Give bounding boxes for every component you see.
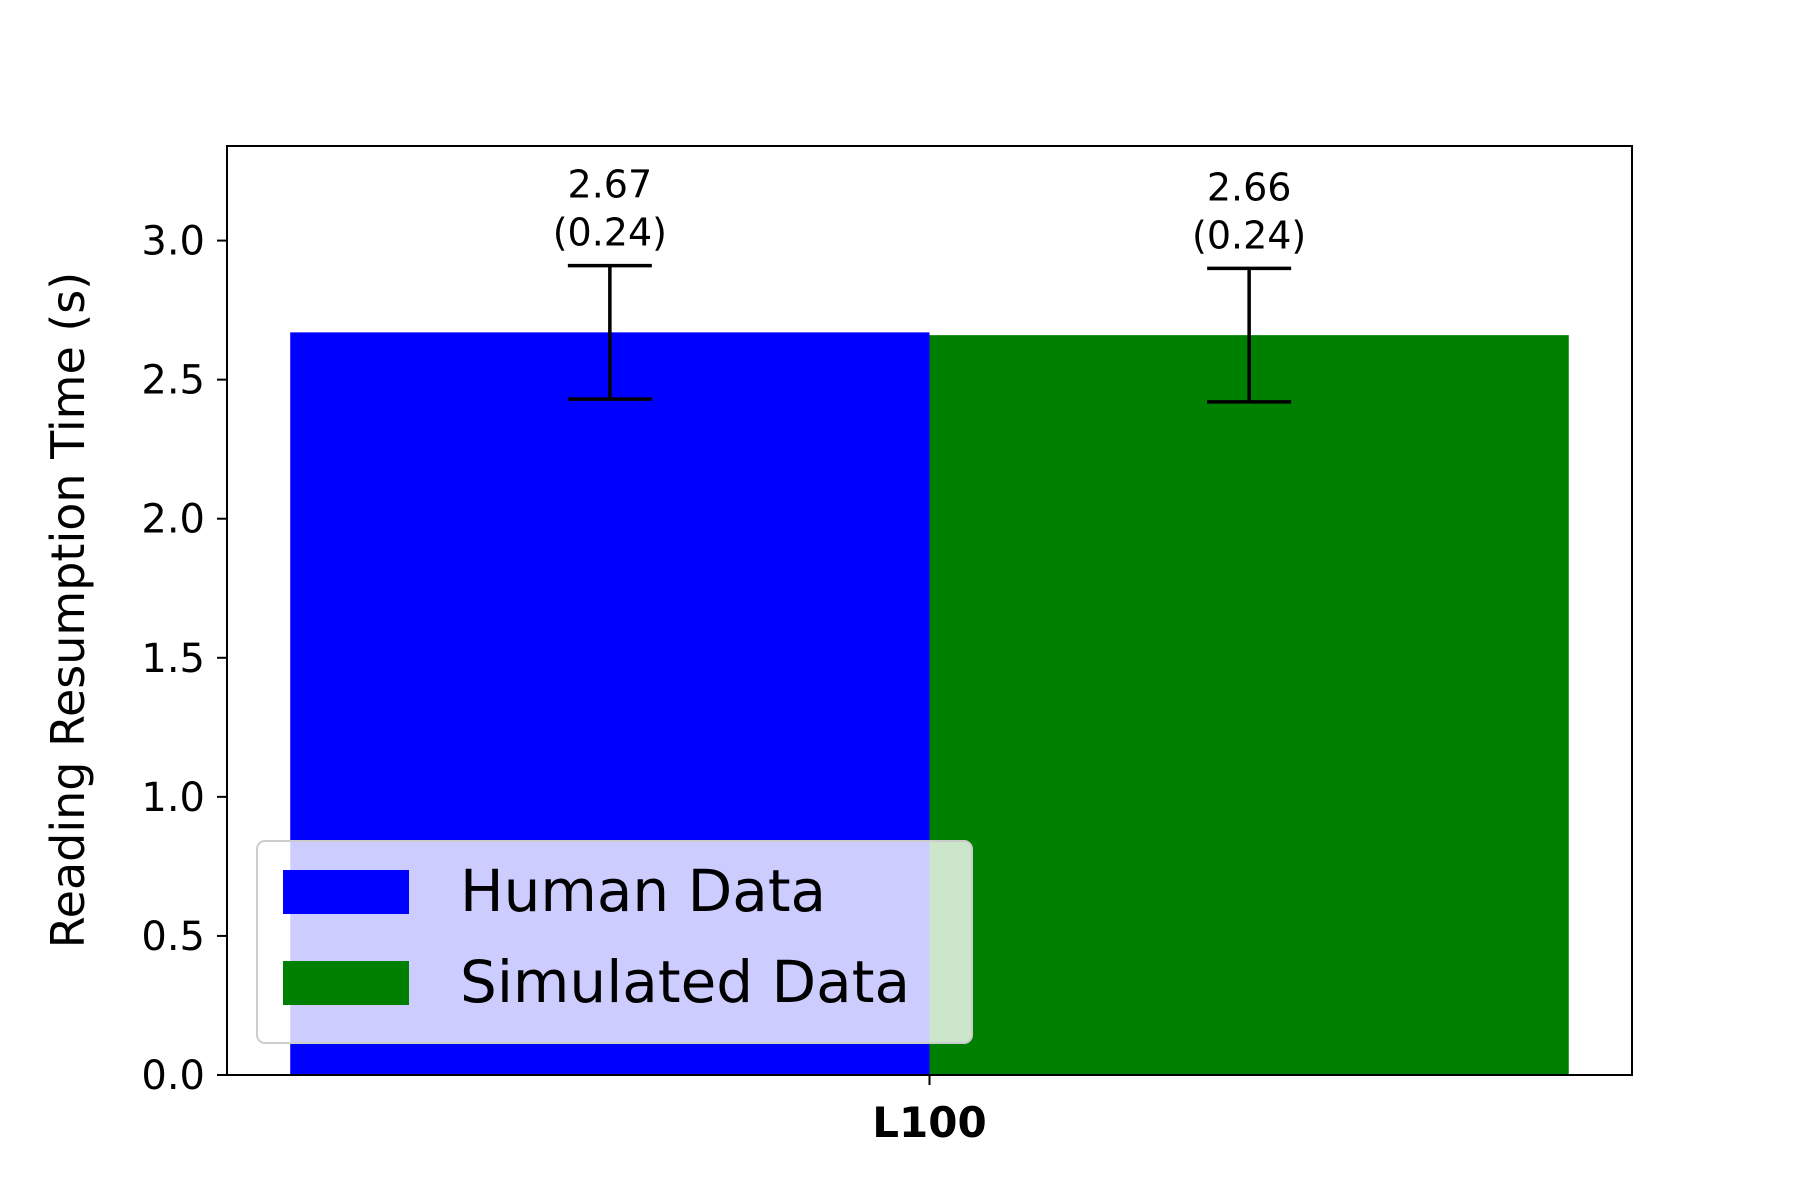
y-tick-label: 2.5 bbox=[141, 358, 205, 404]
error-bars-layer bbox=[567, 263, 1292, 404]
y-tick-label: 0.0 bbox=[141, 1053, 205, 1099]
y-tick-label: 3.0 bbox=[141, 219, 205, 265]
x-axis: L100 bbox=[872, 1075, 987, 1147]
data-label-value: 2.66 bbox=[1207, 165, 1292, 209]
legend-box bbox=[256, 840, 973, 1044]
y-tick-label: 1.0 bbox=[141, 775, 205, 821]
data-label-error: (0.24) bbox=[553, 211, 667, 255]
data-label-value: 2.67 bbox=[568, 163, 653, 207]
legend: Human Data Simulated Data bbox=[256, 840, 973, 1044]
legend-swatch bbox=[283, 870, 409, 914]
y-tick-label: 2.0 bbox=[141, 497, 205, 543]
y-tick-label: 1.5 bbox=[141, 636, 205, 682]
y-axis-label: Reading Resumption Time (s) bbox=[41, 272, 95, 948]
annotations-layer: 2.67(0.24)2.66(0.24) bbox=[553, 163, 1307, 258]
bars-layer bbox=[290, 332, 1569, 1075]
legend-swatch bbox=[283, 961, 409, 1005]
y-axis: 0.0 0.5 1.0 1.5 2.0 2.5 3.0 bbox=[141, 219, 227, 1099]
y-tick-label: 0.5 bbox=[141, 914, 205, 960]
legend-label: Simulated Data bbox=[460, 948, 910, 1016]
x-tick-label: L100 bbox=[872, 1098, 986, 1147]
legend-label: Human Data bbox=[460, 857, 826, 925]
bar-simulated-data bbox=[929, 335, 1569, 1075]
data-label-error: (0.24) bbox=[1192, 213, 1306, 257]
